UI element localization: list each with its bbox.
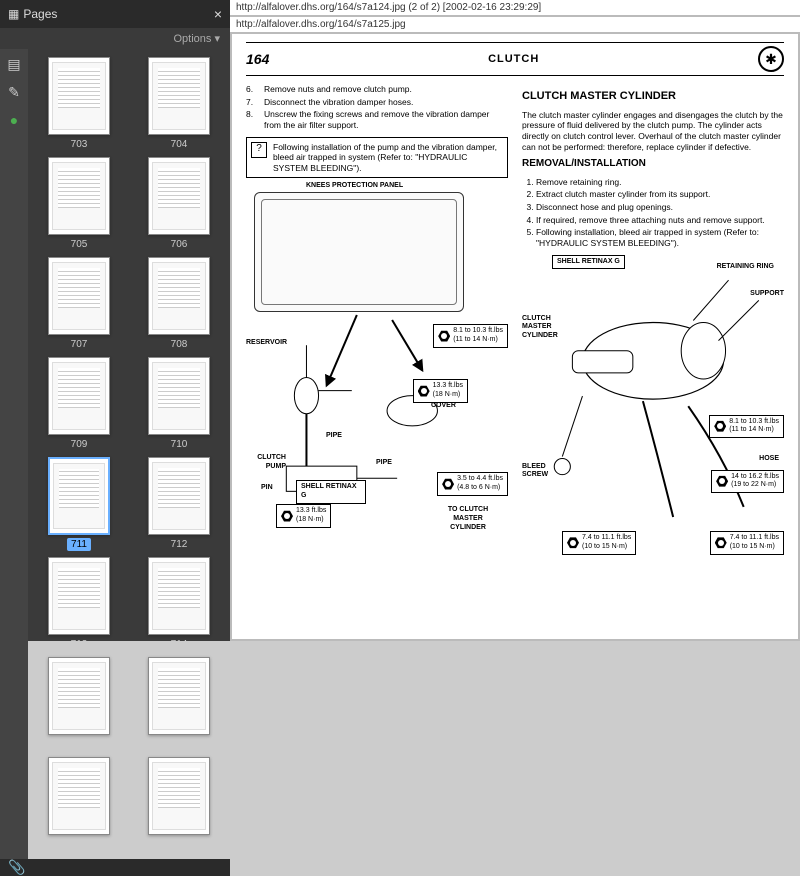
removal-installation-heading: REMOVAL/INSTALLATION xyxy=(522,158,784,171)
manual-page: 164 CLUTCH ✱ 6.Remove nuts and remove cl… xyxy=(232,34,798,639)
pages-panel-header: ▦ Pages × xyxy=(0,0,230,28)
page-thumbnail[interactable]: 710 xyxy=(134,357,224,451)
url-text-top: http://alfalover.dhs.org/164/s7a124.jpg … xyxy=(230,0,800,15)
page-thumbnail[interactable]: 711 xyxy=(34,457,124,551)
page-thumbnail[interactable]: 715 xyxy=(34,657,124,751)
pipe-label-1: PIPE xyxy=(326,432,342,441)
url-text-second: http://alfalover.dhs.org/164/s7a125.jpg xyxy=(230,17,800,32)
r-torque-2: 14 to 16.2 ft.lbs(19 to 22 N·m) xyxy=(711,470,784,494)
clutch-master-cyl-label: CLUTCH MASTER CYLINDER xyxy=(522,315,564,341)
clutch-pump-label: CLUTCH PUMP xyxy=(236,454,286,472)
page-thumbnails[interactable]: 7037047057067077087097107117127137147157… xyxy=(28,49,230,859)
page-thumbnail[interactable]: 707 xyxy=(34,257,124,351)
left-column: 6.Remove nuts and remove clutch pump.7.D… xyxy=(246,84,508,555)
cover-label: COVER xyxy=(431,402,456,411)
support-label: SUPPORT xyxy=(750,290,784,299)
page-thumbnail[interactable]: 706 xyxy=(134,157,224,251)
removal-installation-steps: Remove retaining ring.Extract clutch mas… xyxy=(522,177,784,249)
pages-panel-title: ▦ Pages xyxy=(8,7,57,21)
signature-icon[interactable]: ✎ xyxy=(5,83,23,101)
note-text: Following installation of the pump and t… xyxy=(273,142,503,174)
to-master-label: TO CLUTCH MASTER CYLINDER xyxy=(438,506,498,532)
section-number: 164 xyxy=(246,51,269,67)
pages-icon: ▦ xyxy=(8,7,19,21)
master-cylinder-desc: The clutch master cylinder engages and d… xyxy=(522,110,784,153)
section-title: CLUTCH xyxy=(488,53,539,65)
wheel-icon: ✱ xyxy=(758,46,784,72)
torque-2: 13.3 ft.lbs(18 N·m) xyxy=(413,379,468,403)
r-torque-3: 7.4 to 11.1 ft.lbs(10 to 15 N·m) xyxy=(562,531,636,555)
chevron-down-icon: ▾ xyxy=(214,33,220,45)
options-label: Options xyxy=(173,33,211,45)
close-icon[interactable]: × xyxy=(214,6,222,22)
page-thumbnail[interactable]: 712 xyxy=(134,457,224,551)
page-header: 164 CLUTCH ✱ xyxy=(246,42,784,76)
pages-title-label: Pages xyxy=(23,7,57,21)
info-icon[interactable]: ● xyxy=(5,111,23,129)
torque-3: 3.5 to 4.4 ft.lbs(4.8 to 6 N·m) xyxy=(437,472,508,496)
right-column: CLUTCH MASTER CYLINDER The clutch master… xyxy=(522,84,784,555)
page-thumbnail[interactable]: 713 xyxy=(34,557,124,651)
paperclip-icon[interactable]: 📎 xyxy=(8,859,25,876)
reservoir-label: RESERVOIR xyxy=(246,339,287,348)
page-thumbnail[interactable]: 708 xyxy=(134,257,224,351)
page-thumbnail[interactable]: 703 xyxy=(34,57,124,151)
options-dropdown[interactable]: Options ▾ xyxy=(0,28,230,49)
page-thumbnail[interactable]: 714 xyxy=(134,557,224,651)
hose-label: HOSE xyxy=(759,455,779,464)
left-diagram: KNEES PROTECTION PANEL RESE xyxy=(246,184,508,524)
document-viewer: http://alfalover.dhs.org/164/s7a124.jpg … xyxy=(230,0,800,641)
note-box: ? Following installation of the pump and… xyxy=(246,137,508,179)
r-torque-4: 7.4 to 11.1 ft.lbs(10 to 15 N·m) xyxy=(710,531,784,555)
sidebar-toolbar: ▤ ✎ ● xyxy=(0,49,28,859)
pages-panel: ▦ Pages × Options ▾ ▤ ✎ ● 70370470570670… xyxy=(0,0,230,641)
right-diagram: SHELL RETINAX G RETAINING RING SUPPORT C… xyxy=(522,255,784,555)
pipe-label-2: PIPE xyxy=(376,459,392,468)
page-thumbnail[interactable]: 705 xyxy=(34,157,124,251)
removal-steps-continued: 6.Remove nuts and remove clutch pump.7.D… xyxy=(246,84,508,131)
page-thumbnail[interactable]: 709 xyxy=(34,357,124,451)
page-columns: 6.Remove nuts and remove clutch pump.7.D… xyxy=(246,84,784,555)
r-torque-1: 8.1 to 10.3 ft.lbs(11 to 14 N·m) xyxy=(709,415,784,439)
page-thumbnail[interactable]: 704 xyxy=(134,57,224,151)
torque-4: 13.3 ft.lbs(18 N·m) xyxy=(276,504,331,528)
pin-label: PIN xyxy=(261,484,273,493)
torque-1: 8.1 to 10.3 ft.lbs(11 to 14 N·m) xyxy=(433,324,508,348)
page-thumbnail[interactable]: 718 xyxy=(134,757,224,851)
page-thumbnail[interactable]: 717 xyxy=(34,757,124,851)
sidebar-body: ▤ ✎ ● 7037047057067077087097107117127137… xyxy=(0,49,230,859)
retaining-ring-label: RETAINING RING xyxy=(717,263,774,272)
master-cylinder-heading: CLUTCH MASTER CYLINDER xyxy=(522,90,784,104)
shell-box-right: SHELL RETINAX G xyxy=(552,255,625,270)
bleed-screw-label: BLEED SCREW xyxy=(522,463,557,481)
thumbnails-icon[interactable]: ▤ xyxy=(5,55,23,73)
shell-retinax-box: SHELL RETINAX G xyxy=(296,480,366,504)
sidebar-footer: 📎 xyxy=(0,859,230,876)
page-thumbnail[interactable]: 716 xyxy=(134,657,224,751)
right-diagram-lines xyxy=(522,255,784,557)
note-icon: ? xyxy=(251,142,267,158)
